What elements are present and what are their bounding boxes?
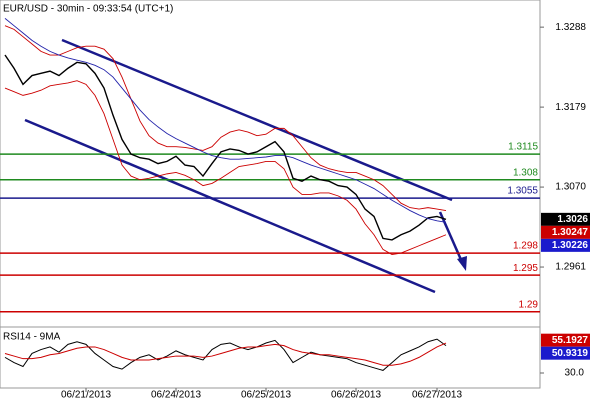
rsi-title: RSI14 - 9MA [3, 332, 61, 343]
rsi-line [4, 338, 447, 371]
channel-lower [24, 118, 436, 294]
price-tag-label: 55.1927 [552, 335, 589, 346]
chart-title: EUR/USD - 30min - 09:33:54 (UTC+1) [3, 4, 173, 15]
x-tick-label: 06/24/2013 [151, 390, 201, 400]
indicator-line [4, 25, 447, 211]
price-tag-label: 1.30226 [552, 240, 589, 251]
level-label: 1.298 [513, 241, 538, 252]
price-tag [541, 238, 590, 252]
level-label: 1.308 [513, 167, 538, 178]
x-tick-label: 06/21/2013 [61, 390, 111, 400]
price-tag [541, 225, 590, 239]
price-tag-label: 50.9319 [552, 348, 589, 359]
price-tag-label: 1.3026 [557, 214, 588, 225]
indicator-line [4, 80, 447, 256]
price-tag-label: 1.30247 [552, 227, 589, 238]
level-label: 1.3115 [508, 142, 538, 153]
y-tick-label: 1.3288 [555, 22, 586, 33]
level-label: 1.29 [519, 299, 539, 310]
rsi-tick-label: 30.0 [565, 368, 585, 379]
rsi-line [4, 342, 447, 366]
x-tick-label: 06/25/2013 [241, 390, 291, 400]
x-tick-label: 06/27/2013 [412, 390, 462, 400]
y-tick-label: 1.3179 [555, 102, 586, 113]
price-tag [541, 346, 590, 360]
level-label: 1.295 [513, 263, 538, 274]
price-line [4, 54, 447, 241]
indicator-line [4, 17, 447, 223]
y-tick-label: 1.3070 [555, 182, 586, 193]
channel-upper [61, 38, 453, 202]
level-label: 1.3055 [507, 186, 538, 197]
plot-frame [0, 0, 541, 389]
price-tag [541, 212, 590, 226]
price-tag [541, 333, 590, 347]
x-tick-label: 06/26/2013 [331, 390, 381, 400]
y-tick-label: 1.2961 [555, 262, 586, 273]
